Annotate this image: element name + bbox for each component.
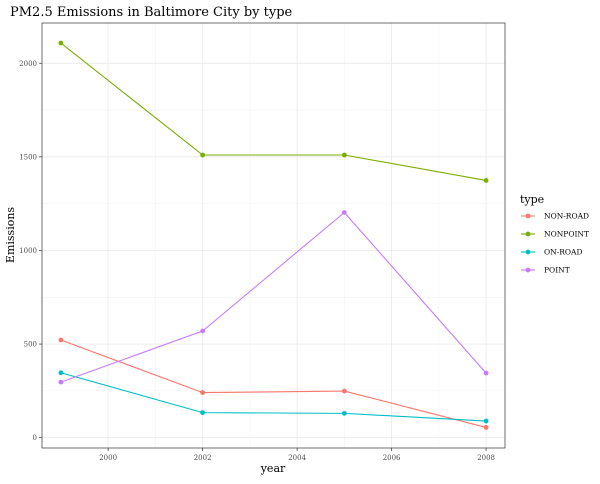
- y-tick-label: 1000: [19, 247, 37, 255]
- y-tick-label: 500: [24, 341, 37, 349]
- data-point-nonpoint: [200, 152, 206, 158]
- legend-key-point: [525, 267, 531, 273]
- legend-title: type: [520, 193, 544, 206]
- x-tick-label: 2008: [477, 454, 495, 462]
- panel-border: [41, 22, 506, 449]
- legend: type NON-ROAD NONPOINT ON-ROAD POINT: [520, 193, 589, 275]
- series-line-nonpoint: [60, 42, 487, 181]
- legend-label: NONPOINT: [544, 230, 589, 239]
- x-axis-label: year: [260, 462, 286, 475]
- data-point-on-road: [341, 410, 347, 416]
- grid-layer: [42, 23, 505, 448]
- legend-item-on-road: ON-ROAD: [521, 248, 582, 257]
- data-point-on-road: [483, 418, 489, 424]
- data-point-nonpoint: [341, 152, 347, 158]
- legend-label: ON-ROAD: [544, 248, 582, 257]
- x-tick-label: 2000: [99, 454, 117, 462]
- y-tick-label: 2000: [19, 60, 37, 68]
- axis-layer: 2000 2002 2004 2006 2008 0 500 1000 1500 2000: [19, 60, 495, 462]
- series-non-road: [58, 337, 489, 430]
- x-tick-label: 2006: [383, 454, 401, 462]
- data-point-on-road: [200, 410, 206, 416]
- data-point-nonpoint: [58, 40, 64, 46]
- data-point-point: [58, 379, 64, 385]
- y-tick-label: 1500: [19, 153, 37, 161]
- data-point-point: [341, 210, 347, 215]
- y-axis-label: Emissions: [4, 207, 17, 263]
- data-point-non-road: [483, 425, 489, 430]
- legend-key-point: [525, 213, 531, 219]
- legend-item-nonpoint: NONPOINT: [521, 230, 589, 239]
- legend-item-non-road: NON-ROAD: [521, 212, 589, 221]
- series-on-road: [58, 370, 489, 424]
- chart-title: PM2.5 Emissions in Baltimore City by typ…: [10, 5, 293, 20]
- data-point-point: [483, 370, 489, 376]
- data-point-point: [200, 328, 206, 334]
- y-tick-label: 0: [33, 434, 37, 442]
- legend-key-point: [525, 231, 531, 237]
- series-layer: [58, 40, 489, 430]
- legend-label: POINT: [544, 266, 570, 275]
- legend-label: NON-ROAD: [544, 212, 589, 221]
- x-tick-label: 2004: [288, 454, 306, 462]
- data-point-nonpoint: [483, 178, 489, 183]
- data-point-non-road: [341, 388, 347, 394]
- series-line-non-road: [60, 339, 487, 428]
- data-point-non-road: [200, 390, 206, 395]
- legend-key-point: [525, 249, 531, 255]
- series-line-point: [60, 211, 487, 383]
- data-point-non-road: [58, 337, 64, 343]
- data-point-on-road: [58, 370, 64, 376]
- legend-item-point: POINT: [521, 266, 570, 275]
- series-point: [58, 210, 489, 385]
- x-tick-label: 2002: [194, 454, 212, 462]
- series-nonpoint: [58, 40, 489, 183]
- series-line-on-road: [60, 372, 487, 422]
- legend-items: NON-ROAD NONPOINT ON-ROAD POINT: [521, 212, 589, 275]
